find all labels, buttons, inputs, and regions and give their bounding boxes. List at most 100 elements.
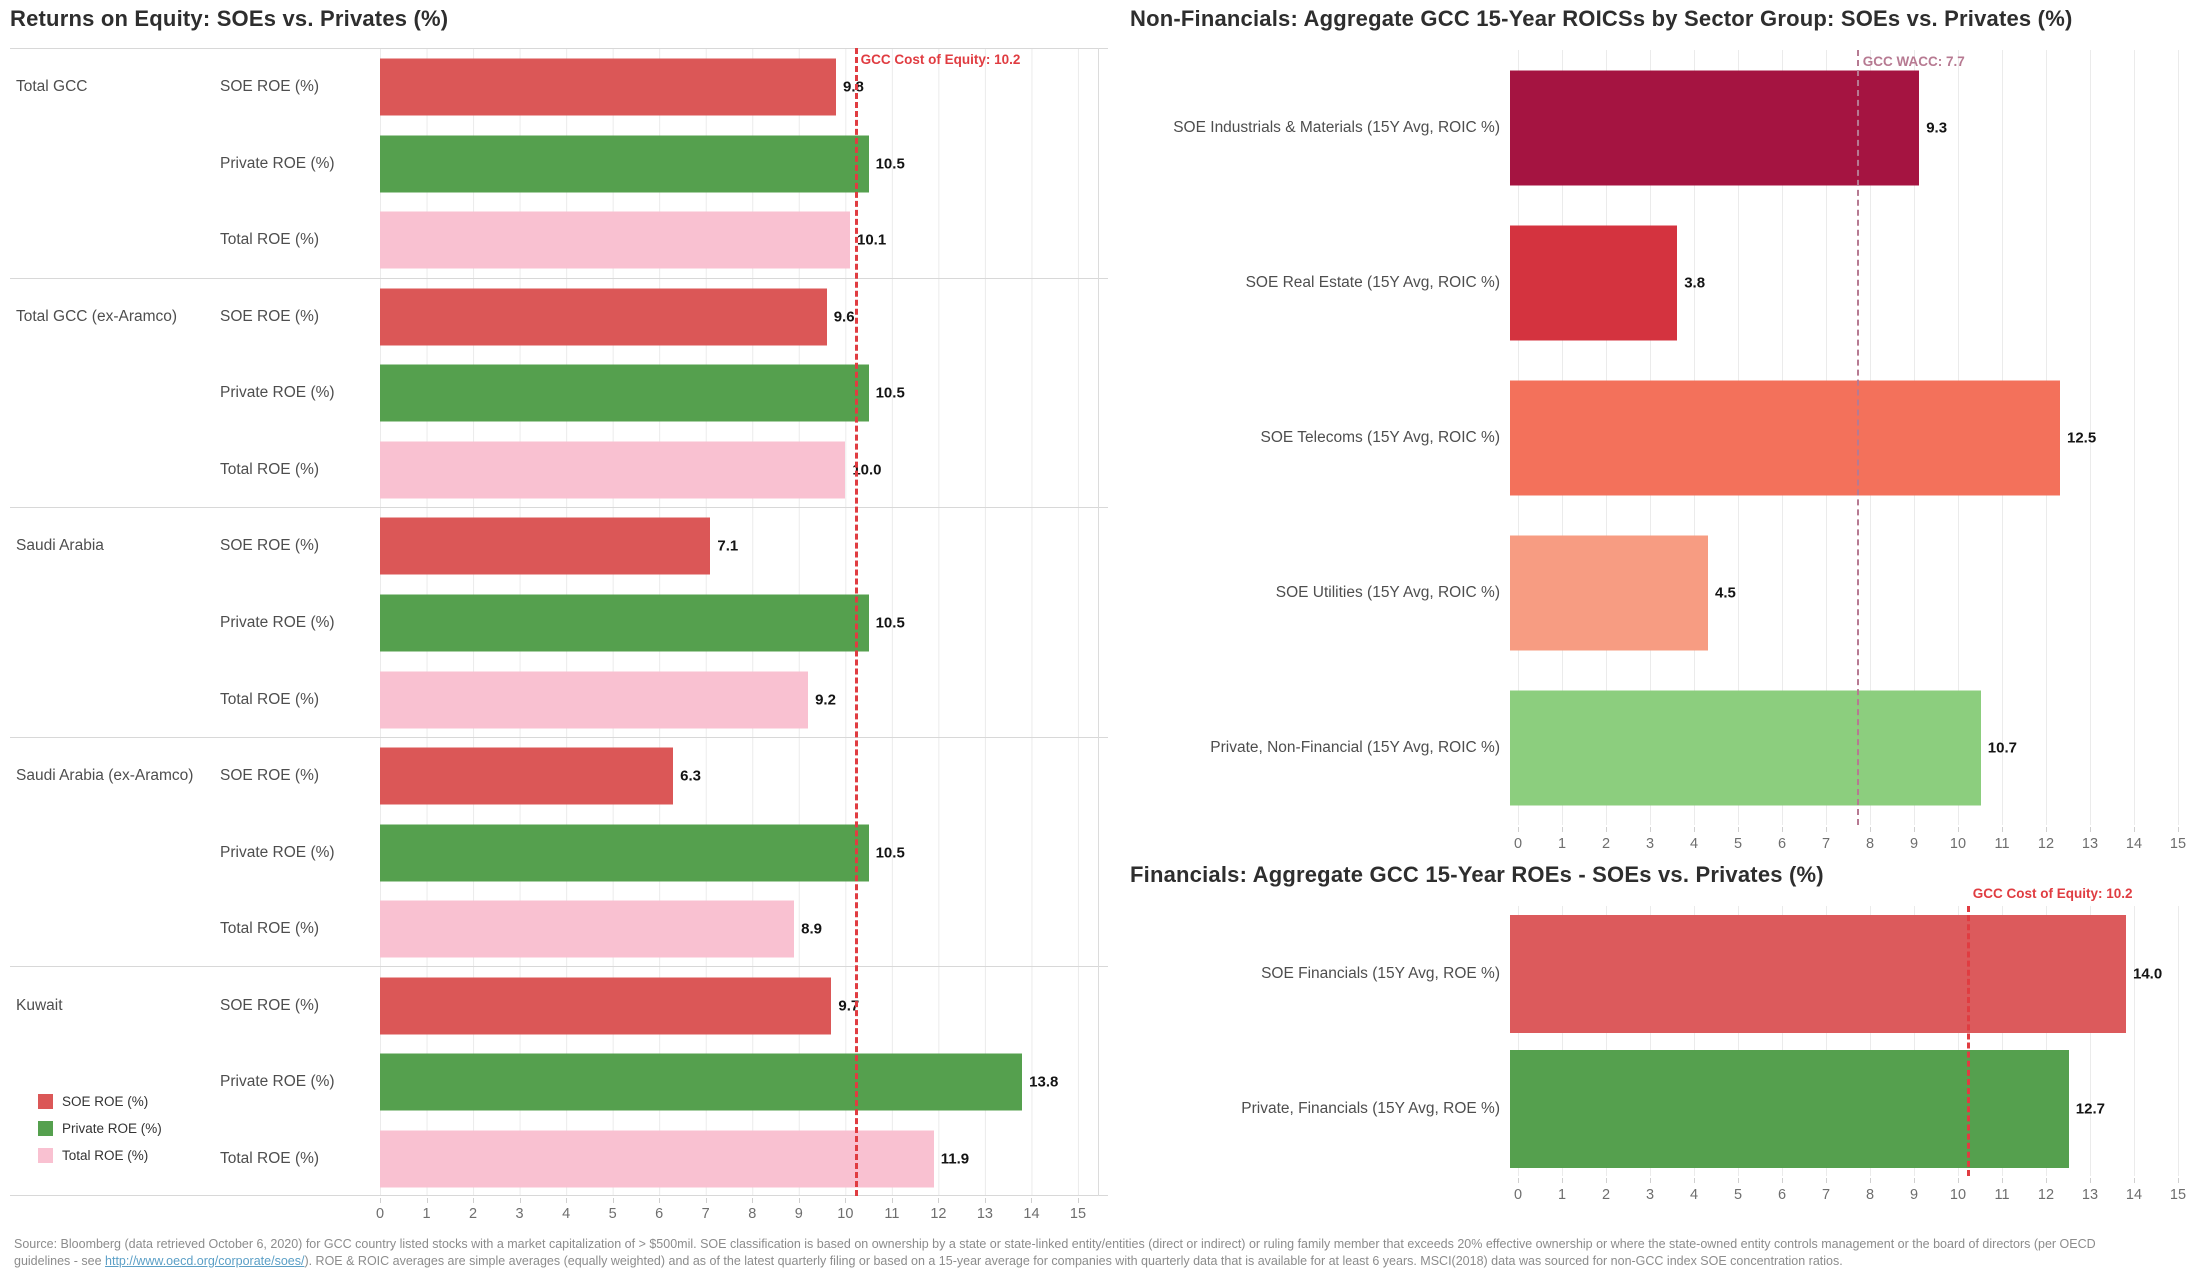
bar-cell: 10.7 (1510, 670, 2197, 825)
left-chart-body: Total GCC SOE ROE (%) 9.8 Private ROE (%) 10… (10, 6, 1108, 1231)
x-axis-tick (380, 1198, 381, 1203)
x-axis-tick (1914, 827, 1915, 832)
series-label: Total ROE (%) (220, 1149, 320, 1167)
bar-row: SOE ROE (%) 6.3 (10, 738, 1108, 815)
bar-soe-real-estate[interactable] (1510, 225, 1678, 340)
legend-item[interactable]: Private ROE (%) (38, 1115, 162, 1142)
x-axis-tick-label: 1 (422, 1206, 431, 1222)
x-axis-tick (1518, 827, 1519, 832)
bar-row: Private ROE (%) 10.5 (10, 585, 1108, 662)
bar-soe-utilities[interactable] (1510, 535, 1708, 650)
bar-soe-roe[interactable] (380, 58, 837, 116)
x-axis-tick (1694, 1178, 1695, 1183)
legend-item[interactable]: Total ROE (%) (38, 1142, 162, 1169)
series-label: Total ROE (%) (220, 690, 320, 708)
x-axis-tick-label: 14 (2125, 1187, 2143, 1203)
category-label: SOE Telecoms (15Y Avg, ROIC %) (1260, 428, 1501, 446)
bar-row: SOE ROE (%) 9.7 (10, 967, 1108, 1044)
bar-row: Total ROE (%) 8.9 (10, 891, 1108, 968)
x-axis-tick-label: 0 (1513, 836, 1523, 852)
bar-soe-telecoms[interactable] (1510, 380, 2060, 495)
category-label: Saudi Arabia (16, 537, 104, 555)
pane-border (1098, 48, 1099, 1196)
category-label: SOE Utilities (15Y Avg, ROIC %) (1275, 583, 1500, 601)
bar-cell: 9.3 (1510, 50, 2197, 205)
bar-row: SOE Financials (15Y Avg, ROE %) 14.0 (1130, 906, 2197, 1041)
series-label: SOE ROE (%) (220, 78, 320, 96)
footnote-line2-prefix: guidelines - see (14, 1254, 106, 1268)
bar-cell: 9.8 (380, 49, 1108, 126)
category-group: Saudi Arabia (ex-Aramco) SOE ROE (%) 6.3 Pr… (10, 736, 1108, 968)
bar-cell: 9.6 (380, 279, 1108, 356)
footnote-line1: Source: Bloomberg (data retrieved Octobe… (14, 1237, 2096, 1251)
category-label: Saudi Arabia (ex-Aramco) (16, 767, 194, 785)
x-axis-tick-label: 2 (469, 1206, 478, 1222)
bar-soe-roe[interactable] (380, 517, 711, 575)
x-axis-tick-label: 9 (1909, 1187, 1919, 1203)
x-axis-tick-label: 2 (1601, 1187, 1611, 1203)
footnote-line2-suffix: ). ROE & ROIC averages are simple averag… (304, 1254, 1843, 1268)
bar-row: Total ROE (%) 9.2 (10, 661, 1108, 738)
x-axis-tick (2046, 827, 2047, 832)
x-axis-tick (473, 1198, 475, 1203)
bar-groups: Total GCC SOE ROE (%) 9.8 Private ROE (%) 10… (10, 48, 1108, 1196)
bar-private-roe[interactable] (380, 364, 869, 422)
bar-total-roe[interactable] (380, 1130, 934, 1188)
x-axis-tick-label: 0 (1513, 1187, 1523, 1203)
bar-soe-roe[interactable] (380, 747, 674, 805)
x-axis-tick-label: 11 (1994, 836, 2010, 852)
bar-private-non-financial[interactable] (1510, 690, 1981, 805)
bar-total-roe[interactable] (380, 211, 850, 269)
x-axis-tick-label: 6 (655, 1206, 664, 1222)
bar-cell: 10.0 (380, 432, 1108, 509)
reference-line-label: GCC WACC: 7.7 (1862, 54, 1965, 69)
bar-private-roe[interactable] (380, 824, 869, 882)
bar-private-roe[interactable] (380, 135, 869, 193)
bar-private-roe[interactable] (380, 594, 869, 652)
series-label: SOE ROE (%) (220, 537, 320, 555)
x-axis-tick (1518, 1178, 1519, 1183)
oecd-link[interactable]: http://www.oecd.org/corporate/soes/ (105, 1254, 305, 1268)
x-axis-tick-label: 1 (1557, 836, 1567, 852)
bar-total-roe[interactable] (380, 671, 809, 729)
x-axis-tick (2002, 827, 2003, 832)
x-axis-tick-label: 15 (1069, 1206, 1087, 1222)
bar-total-roe[interactable] (380, 900, 795, 958)
x-axis-tick (2134, 1178, 2135, 1183)
x-axis-tick (1694, 827, 1695, 832)
bar-row: SOE ROE (%) 7.1 (10, 508, 1108, 585)
x-axis-tick (1870, 1178, 1871, 1183)
bar-soe-financials[interactable] (1510, 914, 2126, 1033)
chart-title: Returns on Equity: SOEs vs. Privates (%) (10, 6, 449, 31)
series-label: SOE ROE (%) (220, 767, 320, 785)
value-label: 3.8 (1684, 274, 1706, 291)
x-axis-tick (2090, 827, 2091, 832)
bar-soe-industrials-materials[interactable] (1510, 70, 1920, 185)
category-label: Private, Financials (15Y Avg, ROE %) (1241, 1099, 1500, 1117)
bar-private-roe[interactable] (380, 1053, 1023, 1111)
bar-private-financials[interactable] (1510, 1049, 2069, 1168)
x-axis-tick-label: 14 (1023, 1206, 1040, 1222)
bar-row: Total ROE (%) 10.1 (10, 202, 1108, 279)
x-axis-tick-label: 6 (1777, 836, 1787, 852)
bar-row: Private, Non-Financial (15Y Avg, ROIC %)… (1130, 670, 2197, 825)
bar-cell: 12.5 (1510, 360, 2197, 515)
x-axis-tick (1782, 1178, 1783, 1183)
legend-swatch-total-icon (38, 1148, 53, 1163)
legend-swatch-private-icon (38, 1121, 53, 1136)
x-axis-tick-label: 7 (1821, 1187, 1831, 1203)
financials-roe-chart: Financials: Aggregate GCC 15-Year ROEs -… (1130, 862, 2197, 1227)
x-axis-tick (2178, 1178, 2179, 1183)
x-axis-tick (2002, 1178, 2003, 1183)
legend-item[interactable]: SOE ROE (%) (38, 1088, 162, 1115)
bar-soe-roe[interactable] (380, 977, 832, 1035)
bar-cell: 11.9 (380, 1120, 1108, 1197)
value-label: 12.5 (2067, 429, 2097, 446)
series-label: Private ROE (%) (220, 154, 335, 172)
bar-soe-roe[interactable] (380, 288, 827, 346)
nonfinancials-roic-chart: Non-Financials: Aggregate GCC 15-Year RO… (1130, 6, 2197, 858)
right-bottom-chart-body: SOE Financials (15Y Avg, ROE %) 14.0 Priva… (1130, 862, 2197, 1227)
bar-cell: 10.5 (380, 126, 1108, 203)
bar-total-roe[interactable] (380, 441, 846, 499)
bar-cell: 10.5 (380, 585, 1108, 662)
